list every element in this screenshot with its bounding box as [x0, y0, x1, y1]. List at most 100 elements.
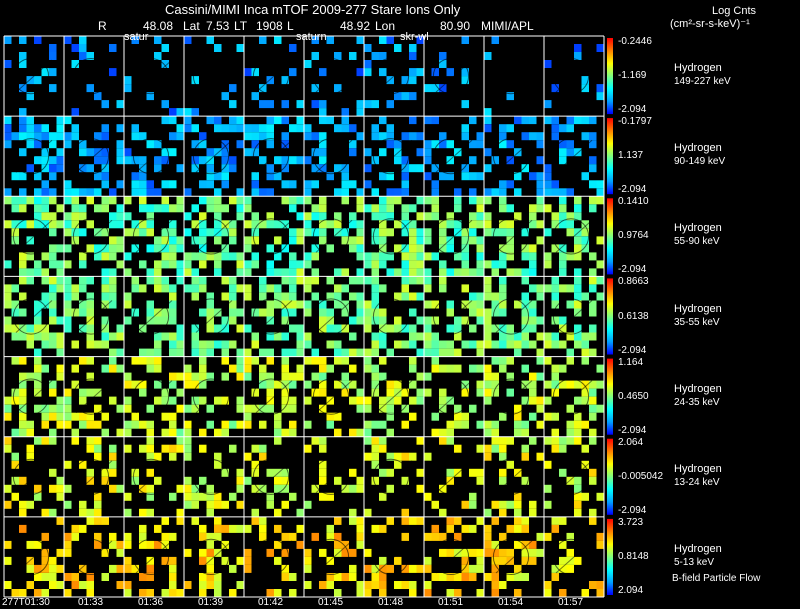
- heatmap-cell: [281, 180, 289, 189]
- heatmap-cell: [311, 348, 319, 357]
- heatmap-cell: [19, 260, 27, 269]
- heatmap-cell: [124, 372, 132, 381]
- heatmap-cell: [439, 508, 447, 517]
- heatmap-cell: [529, 308, 537, 317]
- heatmap-cell: [56, 396, 64, 405]
- heatmap-cell: [251, 404, 259, 413]
- heatmap-cell: [49, 508, 57, 517]
- heatmap-cell: [94, 340, 102, 349]
- heatmap-cell: [79, 252, 87, 261]
- heatmap-cell: [169, 148, 177, 157]
- heatmap-cell: [596, 581, 604, 589]
- heatmap-cell: [536, 420, 544, 429]
- heatmap-cell: [64, 212, 72, 221]
- heatmap-cell: [71, 220, 79, 229]
- heatmap-cell: [289, 396, 297, 405]
- heatmap-cell: [431, 524, 439, 533]
- heatmap-cell: [251, 140, 259, 149]
- heatmap-cell: [401, 212, 409, 221]
- heatmap-cell: [379, 444, 387, 453]
- heatmap-cell: [281, 380, 289, 389]
- heatmap-cell: [506, 356, 514, 365]
- bfield-line: [75, 219, 113, 253]
- heatmap-cell: [506, 460, 514, 469]
- heatmap-cell: [386, 140, 394, 149]
- heatmap-cell: [326, 581, 334, 589]
- heatmap-cell: [281, 364, 289, 373]
- heatmap-cell: [341, 284, 349, 293]
- heatmap-cell: [19, 308, 27, 317]
- heatmap-cell: [364, 180, 372, 189]
- heatmap-cell: [124, 292, 132, 301]
- heatmap-cell: [319, 372, 327, 381]
- heatmap-cell: [184, 228, 192, 237]
- heatmap-cell: [94, 532, 102, 541]
- heatmap-cell: [34, 188, 42, 197]
- heatmap-cell: [304, 308, 312, 317]
- heatmap-cell: [244, 564, 252, 573]
- heatmap-cell: [56, 332, 64, 341]
- heatmap-cell: [454, 332, 462, 341]
- heatmap-cell: [19, 524, 27, 533]
- heatmap-cell: [146, 268, 154, 277]
- flow-circle: [432, 538, 470, 576]
- heatmap-cell: [461, 268, 469, 277]
- heatmap-cell: [94, 132, 102, 141]
- heatmap-cell: [79, 228, 87, 237]
- heatmap-cell: [529, 220, 537, 229]
- heatmap-cell: [4, 284, 12, 293]
- heatmap-cell: [521, 548, 529, 557]
- heatmap-cell: [221, 204, 229, 213]
- heatmap-cell: [79, 524, 87, 533]
- heatmap-cell: [409, 292, 417, 301]
- heatmap-cell: [221, 244, 229, 253]
- heatmap-cell: [236, 268, 244, 277]
- heatmap-cell: [476, 364, 484, 373]
- heatmap-cell: [311, 84, 319, 93]
- heatmap-cell: [379, 316, 387, 325]
- heatmap-cell: [424, 236, 432, 245]
- bfield-line: [75, 540, 113, 574]
- heatmap-cell: [161, 252, 169, 261]
- heatmap-cell: [161, 332, 169, 341]
- colorbar: [607, 518, 613, 595]
- heatmap-cell: [521, 244, 529, 253]
- heatmap-cell: [34, 492, 42, 501]
- heatmap-cell: [311, 52, 319, 60]
- heatmap-cell: [364, 564, 372, 573]
- heatmap-cell: [424, 324, 432, 333]
- heatmap-cell: [356, 540, 364, 549]
- heatmap-cell: [281, 484, 289, 493]
- heatmap-cell: [191, 276, 199, 285]
- heatmap-cell: [124, 380, 132, 389]
- heatmap-cell: [491, 589, 499, 597]
- heatmap-cell: [454, 364, 462, 373]
- heatmap-cell: [199, 364, 207, 373]
- heatmap-cell: [461, 316, 469, 325]
- heatmap-cell: [491, 268, 499, 277]
- heatmap-cell: [304, 260, 312, 269]
- heatmap-cell: [56, 564, 64, 573]
- heatmap-cell: [56, 484, 64, 493]
- heatmap-cell: [409, 260, 417, 269]
- heatmap-cell: [131, 220, 139, 229]
- heatmap-cell: [581, 589, 589, 597]
- heatmap-cell: [101, 476, 109, 485]
- heatmap-cell: [64, 196, 72, 205]
- heatmap-cell: [559, 444, 567, 453]
- heatmap-cell: [176, 388, 184, 397]
- heatmap-cell: [311, 356, 319, 365]
- heatmap-cell: [4, 500, 12, 509]
- heatmap-cell: [544, 252, 552, 261]
- heatmap-cell: [431, 428, 439, 437]
- heatmap-cell: [334, 324, 342, 333]
- bfield-line: [255, 460, 293, 494]
- bfield-line: [135, 540, 173, 574]
- lon-label: Lon: [375, 19, 396, 33]
- heatmap-cell: [349, 332, 357, 341]
- heatmap-cell: [34, 332, 42, 341]
- heatmap-cell: [124, 404, 132, 413]
- heatmap-cell: [454, 268, 462, 277]
- heatmap-cell: [304, 156, 312, 165]
- heatmap-cell: [139, 508, 147, 517]
